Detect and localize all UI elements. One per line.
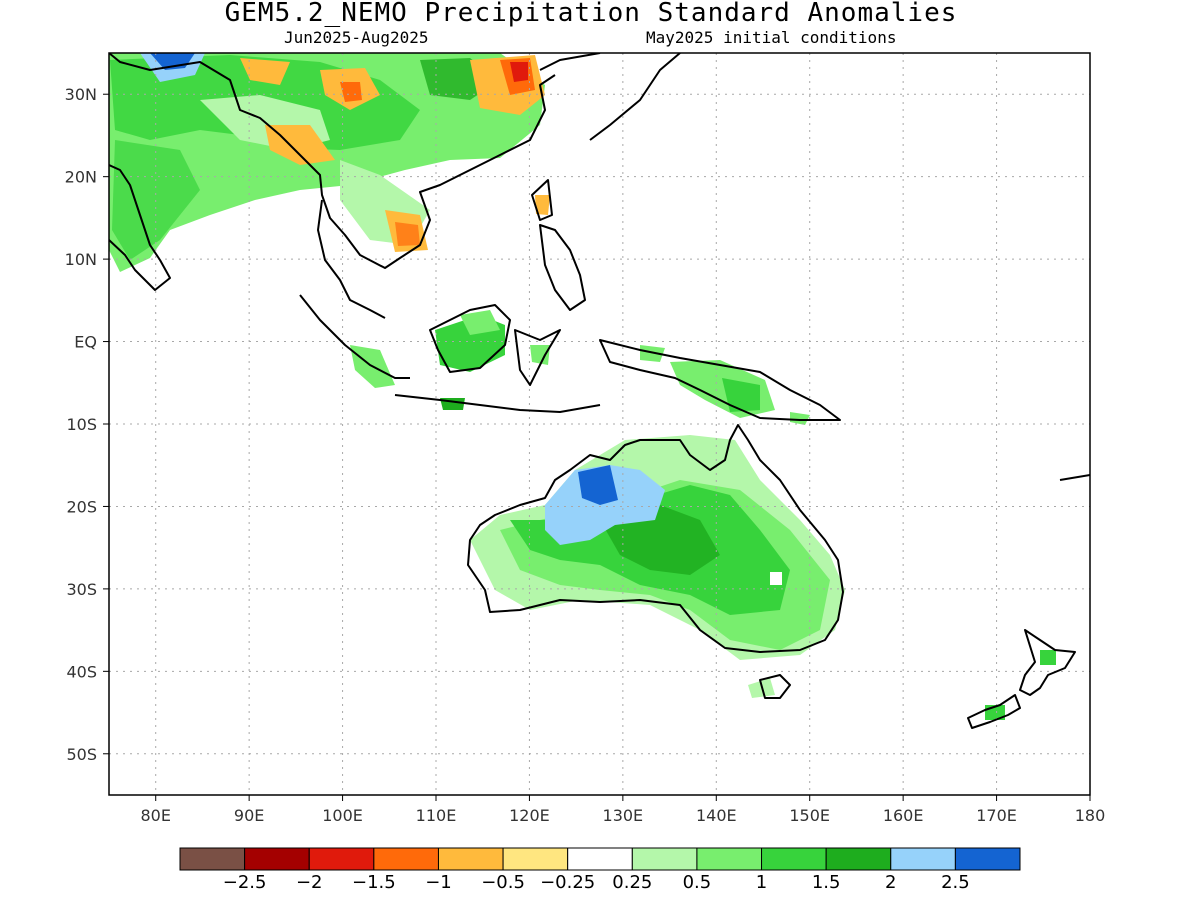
lat-tick-label: 50S (66, 745, 97, 764)
lat-tick-label: 20S (66, 497, 97, 516)
colorbar-swatch (696, 847, 763, 871)
lon-tick-label: 140E (696, 806, 737, 825)
lat-tick-label: 10S (66, 415, 97, 434)
lon-tick-label: 110E (416, 806, 457, 825)
colorbar-label: −2 (296, 872, 323, 893)
initial-conditions: May2025 initial conditions (646, 28, 897, 47)
colorbar-swatch (631, 847, 698, 871)
lon-tick-label: 150E (789, 806, 830, 825)
map-area (109, 53, 1090, 795)
colorbar-label: −0.25 (540, 872, 595, 893)
colorbar (179, 847, 1021, 871)
chart-title: GEM5.2_NEMO Precipitation Standard Anoma… (224, 0, 958, 28)
forecast-period: Jun2025-Aug2025 (284, 28, 429, 47)
colorbar-swatch (890, 847, 956, 871)
colorbar-label: 0.25 (612, 872, 652, 893)
lon-tick-label: 80E (140, 806, 170, 825)
colorbar-labels: −2.5 −2 −1.5 −1 −0.5 −0.25 0.25 0.5 1 1.5 2 2.5 (223, 872, 970, 893)
lat-tick-label: 10N (65, 250, 97, 269)
latitude-axis: 30N 20N 10N EQ 10S 20S 30S 40S 50S (65, 85, 109, 764)
lon-tick-label: 130E (603, 806, 644, 825)
anomaly-shading (109, 53, 1056, 720)
colorbar-label: −0.5 (481, 872, 525, 893)
lat-tick-label: EQ (74, 333, 97, 352)
colorbar-swatch (437, 847, 504, 871)
colorbar-label: 1 (756, 872, 767, 893)
lon-tick-label: 120E (509, 806, 550, 825)
coastlines (109, 53, 1090, 729)
colorbar-label: 2 (885, 872, 896, 893)
colorbar-label: −2.5 (223, 872, 267, 893)
colorbar-swatch (373, 847, 439, 871)
lon-tick-label: 170E (976, 806, 1017, 825)
colorbar-swatch (954, 847, 1021, 871)
colorbar-label: 2.5 (941, 872, 970, 893)
gridlines (109, 53, 1090, 795)
colorbar-label: 1.5 (812, 872, 841, 893)
lat-tick-label: 30N (65, 85, 97, 104)
colorbar-label: −1 (425, 872, 452, 893)
longitude-axis: 80E 90E 100E 110E 120E 130E 140E 150E 160E 170E 18… (140, 795, 1105, 825)
colorbar-swatch (244, 847, 310, 871)
lon-tick-label: 180 (1075, 806, 1106, 825)
colorbar-label: 0.5 (683, 872, 712, 893)
colorbar-swatch (825, 847, 892, 871)
lat-tick-label: 30S (66, 580, 97, 599)
colorbar-swatch (308, 847, 375, 871)
colorbar-swatch (567, 847, 633, 871)
colorbar-swatch (179, 847, 246, 871)
colorbar-label: −1.5 (352, 872, 396, 893)
lat-tick-label: 40S (66, 662, 97, 681)
lon-tick-label: 160E (883, 806, 924, 825)
lat-tick-label: 20N (65, 168, 97, 187)
colorbar-swatch (502, 847, 569, 871)
lon-tick-label: 100E (322, 806, 363, 825)
colorbar-swatch (761, 847, 827, 871)
lon-tick-label: 90E (234, 806, 264, 825)
